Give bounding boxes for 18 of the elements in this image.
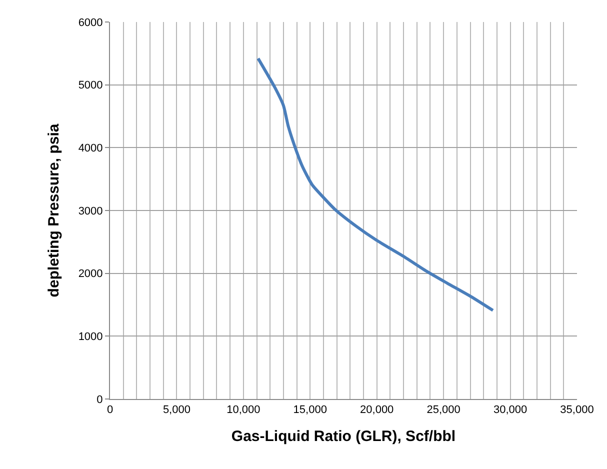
y-tick-label: 5000 <box>78 80 103 92</box>
x-tick-label: 25,000 <box>426 404 460 416</box>
y-tick-label: 0 <box>96 394 103 406</box>
y-tick-label: 6000 <box>78 16 103 29</box>
x-tick-label: 5,000 <box>162 404 190 416</box>
y-tick-label: 3000 <box>78 205 103 218</box>
x-tick-label: 0 <box>106 404 114 416</box>
y-tick-label: 2000 <box>78 268 103 280</box>
x-tick-label: 30,000 <box>493 404 528 416</box>
x-axis-title: Gas-Liquid Ratio (GLR), Scf/bbl <box>231 428 456 446</box>
y-axis-title: depleting Pressure, psia <box>46 123 63 298</box>
x-tick-label: 20,000 <box>360 404 394 416</box>
x-tick-label: 35,000 <box>560 404 594 416</box>
y-tick-label: 1000 <box>78 331 103 344</box>
line-series <box>256 56 494 312</box>
x-tick-label: 10,000 <box>226 404 260 416</box>
y-tick-label: 4000 <box>78 142 103 155</box>
x-tick-label: 15,000 <box>293 404 327 416</box>
